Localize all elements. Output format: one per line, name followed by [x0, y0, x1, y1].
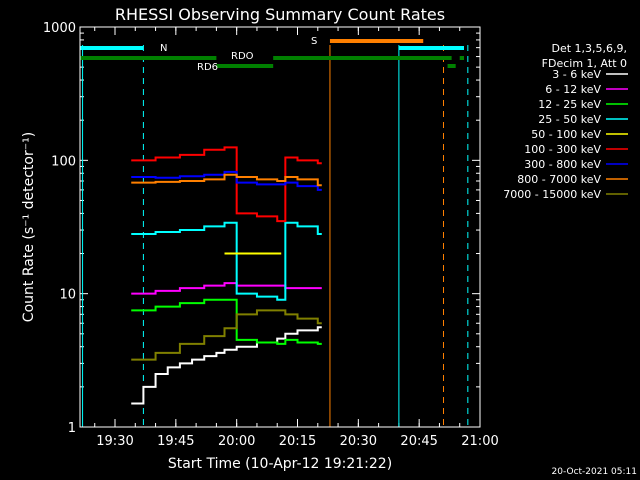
- y-axis-label: Count Rate (s⁻¹ detector⁻¹): [21, 132, 37, 322]
- legend-label: 50 - 100 keV: [531, 128, 601, 141]
- footer-timestamp: 20-Oct-2021 05:11: [552, 467, 637, 477]
- series-line: [131, 309, 322, 361]
- x-tick-label: 20:30: [340, 434, 377, 449]
- legend-label: 3 - 6 keV: [552, 68, 601, 81]
- flag-label-n: N: [160, 43, 167, 54]
- x-tick-label: 19:45: [157, 434, 194, 449]
- flag-label-rd6: RD6: [197, 62, 218, 73]
- series-line: [131, 282, 322, 295]
- x-tick-label: 20:45: [400, 434, 437, 449]
- legend-label: 100 - 300 keV: [524, 143, 601, 156]
- legend-label: 6 - 12 keV: [545, 83, 601, 96]
- legend-label: 12 - 25 keV: [538, 98, 601, 111]
- legend-label: 7000 - 15000 keV: [503, 188, 601, 201]
- chart-title: RHESSI Observing Summary Count Rates: [115, 5, 445, 24]
- legend-label: 300 - 800 keV: [524, 158, 601, 171]
- x-axis-label: Start Time (10-Apr-12 19:21:22): [168, 456, 392, 472]
- legend-header-line: FDecim 1, Att 0: [542, 57, 627, 70]
- flag-label-s: S: [311, 36, 317, 47]
- legend-label: 25 - 50 keV: [538, 113, 601, 126]
- series-line: [131, 326, 322, 405]
- x-tick-label: 19:30: [96, 434, 133, 449]
- flag-label-rdo: RDO: [231, 51, 254, 62]
- series-line: [131, 173, 322, 187]
- series-line: [131, 298, 322, 345]
- legend-label: 800 - 7000 keV: [517, 173, 601, 186]
- legend-header-line: Det 1,3,5,6,9,: [551, 42, 627, 55]
- plot-frame: [79, 26, 481, 428]
- y-tick-label: 10: [59, 288, 76, 303]
- x-tick-label: 20:00: [218, 434, 255, 449]
- series-line: [131, 221, 322, 301]
- y-tick-label: 1: [68, 421, 76, 436]
- series-line: [131, 170, 322, 191]
- x-tick-label: 21:00: [461, 434, 498, 449]
- y-tick-label: 1000: [43, 21, 76, 36]
- x-tick-label: 20:15: [279, 434, 316, 449]
- y-tick-label: 100: [51, 154, 76, 169]
- series-line: [131, 146, 322, 223]
